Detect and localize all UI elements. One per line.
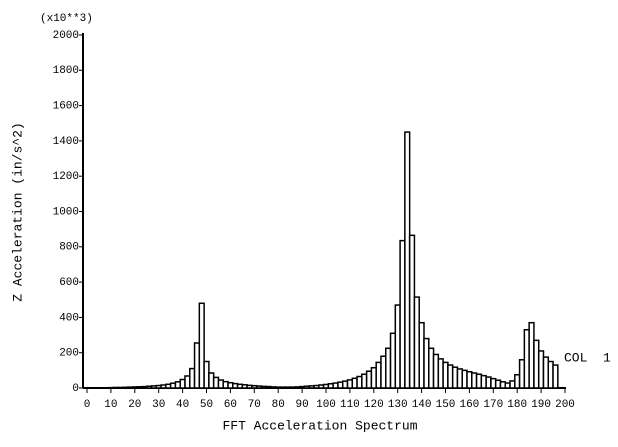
x-tick-label: 20 [128,399,141,411]
y-tick-label: 1600 [53,101,79,113]
x-tick-label: 30 [152,399,165,411]
x-tick-label: 10 [104,399,117,411]
x-tick-label: 200 [555,399,575,411]
y-tick-label: 2000 [53,30,79,42]
y-tick-label: 200 [59,348,79,360]
x-tick-label: 110 [340,399,360,411]
y-axis-label: Z Acceleration (in/s^2) [10,122,25,301]
x-tick-label: 40 [176,399,189,411]
legend-label: COL 1 [564,350,611,365]
x-tick-label: 130 [388,399,408,411]
y-tick-label: 400 [59,312,79,324]
bar [552,364,559,389]
y-tick-label: 0 [72,383,79,395]
x-tick-label: 100 [316,399,336,411]
x-axis-label: FFT Acceleration Spectrum [222,418,417,433]
y-tick-label: 800 [59,242,79,254]
y-unit-label: (x10**3) [40,13,93,25]
y-tick-label: 1000 [53,206,79,218]
y-tick-label: 1400 [53,136,79,148]
y-tick-label: 1200 [53,171,79,183]
x-tick-label: 90 [295,399,308,411]
x-tick-label: 0 [84,399,91,411]
x-tick-label: 80 [272,399,285,411]
x-tick-label: 160 [459,399,479,411]
y-tick-label: 1800 [53,65,79,77]
y-tick-label: 600 [59,277,79,289]
x-tick-label: 140 [412,399,432,411]
x-tick-label: 180 [507,399,527,411]
x-tick-label: 170 [483,399,503,411]
x-tick-label: 60 [224,399,237,411]
x-tick-label: 150 [436,399,456,411]
x-tick-label: 50 [200,399,213,411]
x-tick-label: 190 [531,399,551,411]
x-tick-label: 70 [248,399,261,411]
x-tick-label: 120 [364,399,384,411]
bar [198,302,205,389]
